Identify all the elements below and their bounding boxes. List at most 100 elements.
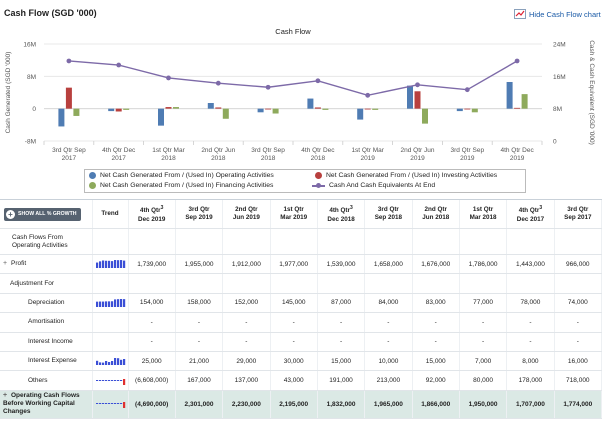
row-label: Amortisation [28,318,65,326]
bar-investing [464,108,471,110]
value-cell: - [412,312,460,333]
bar-financing [222,108,229,119]
value-cell [364,273,413,294]
sparkline-bar [122,299,125,307]
value-cell: 7,000 [459,351,508,372]
legend-item-financing[interactable]: Net Cash Generated From / (Used In) Fina… [89,182,273,189]
sparkline-bar [104,301,107,307]
period-date: Mar 2019 [280,214,308,221]
value-cell: 87,000 [317,293,366,314]
trend-cell [92,293,129,314]
value-cell: 92,000 [412,370,460,391]
x-tick-label: 3rd Qtr Sep [52,147,86,154]
value-cell: 154,000 [128,293,176,314]
trend-sparkline[interactable] [95,356,126,366]
period-header: 2nd Qtr Jun 2018 [412,200,460,229]
trend-cell [92,390,129,419]
sparkline-bar [107,301,110,307]
x-tick-label: 2018 [311,155,326,162]
value-cell: 74,000 [554,293,602,314]
row-label: Cash Flows From Operating Activities [12,233,68,249]
value-cell: - [412,332,460,352]
sparkline-bar [101,403,104,405]
trend-cell [92,228,129,255]
trend-sparkline[interactable] [95,376,126,386]
period-date: Jun 2019 [232,214,260,221]
x-tick-label: 1st Qtr Mar [152,147,185,154]
sparkline-bar [122,378,125,385]
value-cell [175,228,224,255]
sparkline-bar [113,403,116,405]
legend-marker-operating [89,172,96,179]
value-cell: 145,000 [270,293,318,314]
point-cash-equivalents [166,75,171,81]
x-tick-label: 2018 [261,155,276,162]
trend-sparkline[interactable] [95,298,126,308]
value-cell: - [270,312,318,333]
period-quarter: 4th Qtr [518,207,540,215]
sparkline-bar [116,260,119,269]
sparkline-bar [104,260,107,269]
cash-flow-chart: Cash Flow 16M 8M 0 -8M 24M 16M 8M 0 Cash Generate… [5,27,595,162]
sparkline-bar [116,299,119,307]
period-quarter: 2nd Qtr [424,206,447,213]
expand-icon[interactable]: + [3,392,8,400]
sparkline-bar [95,301,98,307]
footnote-marker[interactable]: 3 [539,205,543,212]
y-tick-label: 8M [27,74,36,81]
sparkline-bar [119,403,122,405]
table-header-row: + SHOW ALL % GROWTH Trend 4th Qtr3 Dec 20… [0,200,602,229]
value-cell: 1,739,000 [128,254,176,275]
table-row: Interest Income - - - - - - - - - - [0,332,602,352]
value-cell: 21,000 [175,351,224,372]
value-cell [128,273,176,294]
value-cell: - [459,332,508,352]
value-cell: - [317,332,366,352]
value-cell: 718,000 [554,370,602,391]
period-date: Dec 2018 [327,215,355,223]
x-tick-label: 2019 [510,155,525,162]
hide-chart-link[interactable]: Hide Cash Flow chart [514,9,601,19]
row-label: Profit [11,260,27,268]
growth-header-cell: + SHOW ALL % GROWTH [0,200,93,229]
period-date: Mar 2018 [469,214,497,221]
value-cell: - [222,332,271,352]
trend-cell [92,332,129,352]
legend-item-operating[interactable]: Net Cash Generated From / (Used In) Oper… [89,172,274,179]
show-all-growth-label: SHOW ALL % GROWTH [18,211,77,217]
value-cell: 966,000 [554,254,602,275]
x-tick-label: 1st Qtr Mar [351,147,384,154]
row-label-cell: Interest Expense [0,351,93,372]
value-cell: - [554,332,602,352]
bar-investing [115,108,122,112]
bar-financing [422,108,428,124]
sparkline-bar [116,358,119,366]
sparkline-bar [98,403,101,405]
hide-chart-label[interactable]: Hide Cash Flow chart [529,9,601,19]
show-all-growth-button[interactable]: + SHOW ALL % GROWTH [4,207,81,221]
value-cell [317,273,366,294]
sparkline-bar [95,262,98,269]
sparkline-bar [98,379,101,381]
footnote-marker[interactable]: 3 [160,205,164,212]
period-quarter: 1st Qtr [283,206,304,213]
period-date: Sep 2017 [564,214,592,221]
period-header: 4th Qtr3 Dec 2019 [128,200,176,229]
table-row: + Operating Cash Flows Before Working Cap… [0,390,602,419]
sparkline-bar [107,260,110,269]
sparkline-bar [122,260,125,269]
bar-financing [521,94,528,109]
trend-header: Trend [92,200,129,229]
legend-item-investing[interactable]: Net Cash Generated From / (Used In) Inve… [315,172,497,179]
bar-investing [65,87,72,109]
legend-item-cash-equivalents[interactable]: Cash And Cash Equivalents At End [312,182,435,189]
trend-sparkline[interactable] [95,259,126,269]
expand-icon[interactable]: + [3,260,8,268]
period-date: Sep 2019 [185,214,213,221]
point-cash-equivalents [365,92,371,98]
trend-sparkline[interactable] [95,399,126,409]
value-cell: 2,301,000 [175,390,224,419]
footnote-marker[interactable]: 3 [349,205,353,212]
bar-investing [514,107,521,109]
row-label: Depreciation [28,298,65,306]
